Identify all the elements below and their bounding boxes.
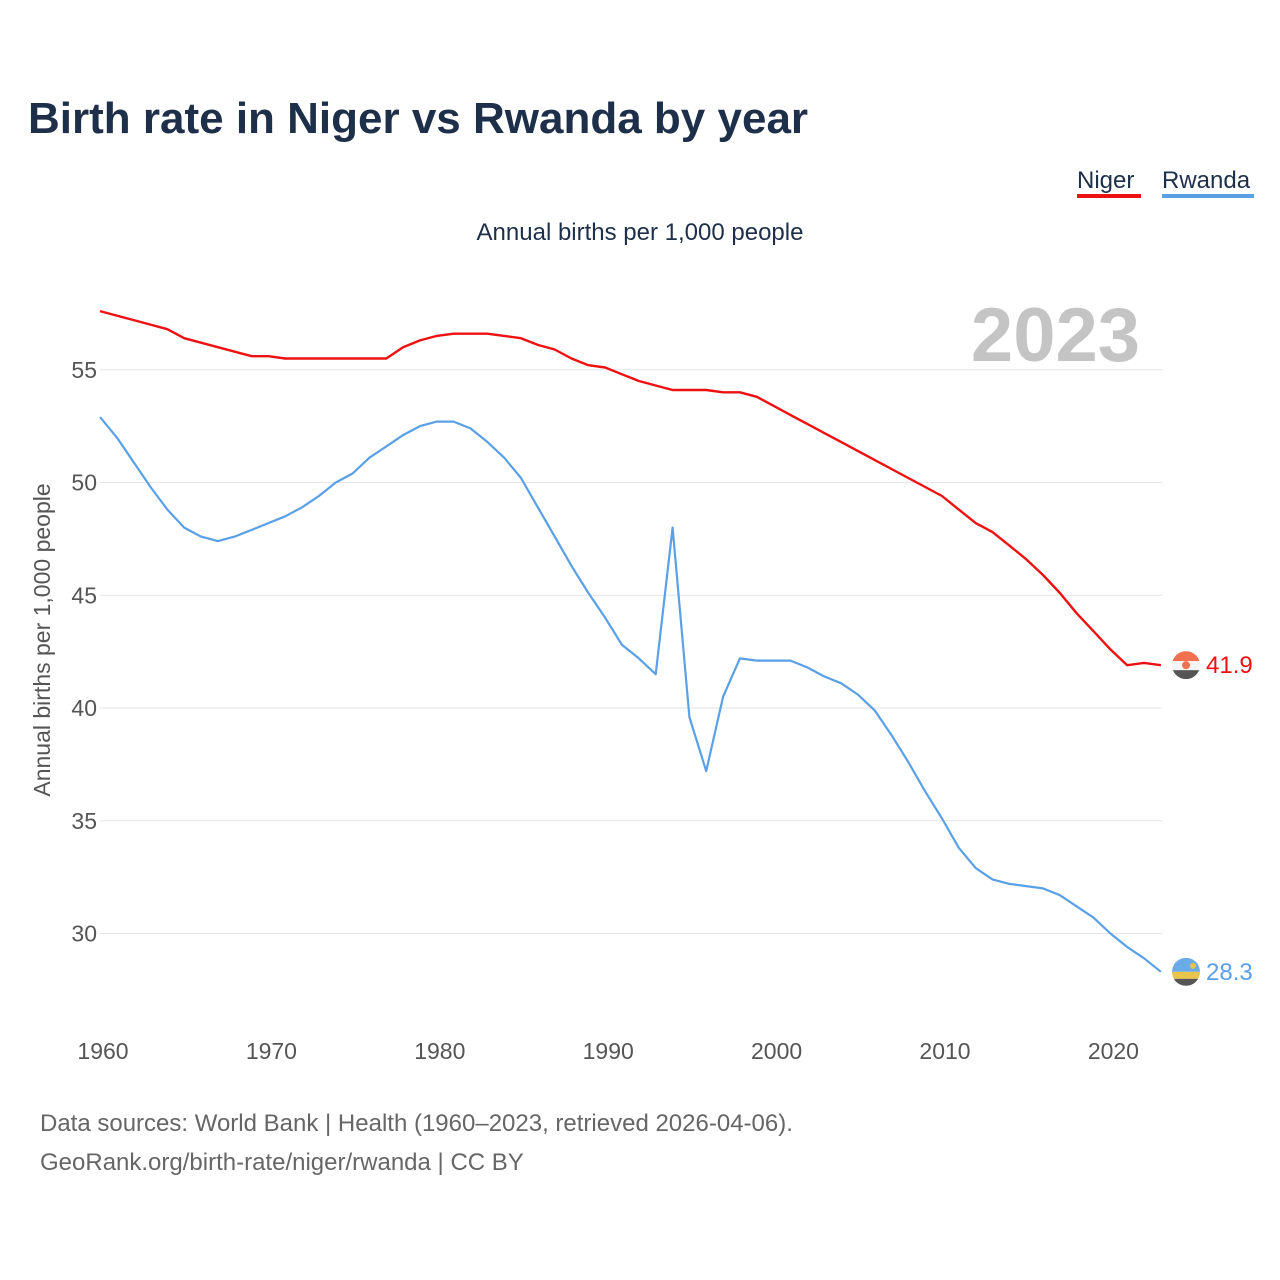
x-tick-1980: 1980 — [414, 1038, 465, 1064]
y-axis-label: Annual births per 1,000 people — [29, 483, 55, 796]
legend-swatch-niger — [1077, 194, 1141, 198]
gridlines — [100, 369, 1162, 934]
chart-title: Birth rate in Niger vs Rwanda by year — [28, 94, 808, 143]
legend-swatch-rwanda — [1162, 194, 1254, 198]
y-tick-35: 35 — [71, 808, 97, 834]
rwanda-flag-icon — [1172, 957, 1200, 986]
y-axis-ticks: 30 35 40 45 50 55 — [71, 357, 97, 947]
y-tick-40: 40 — [71, 695, 97, 721]
source-line-1: Data sources: World Bank | Health (1960–… — [40, 1110, 793, 1137]
x-tick-2000: 2000 — [751, 1038, 802, 1064]
source-line-2: GeoRank.org/birth-rate/niger/rwanda | CC… — [40, 1149, 524, 1176]
legend-item-rwanda[interactable]: Rwanda — [1162, 167, 1254, 198]
y-tick-30: 30 — [71, 921, 97, 947]
y-tick-50: 50 — [71, 470, 97, 496]
x-axis-ticks: 1960 1970 1980 1990 2000 2010 2020 — [77, 1038, 1139, 1064]
legend-label-rwanda: Rwanda — [1162, 167, 1251, 194]
legend-label-niger: Niger — [1077, 167, 1134, 194]
series-lines — [99, 309, 1162, 973]
end-value-niger: 41.9 — [1206, 652, 1253, 679]
chart-subtitle: Annual births per 1,000 people — [477, 219, 804, 246]
year-badge: 2023 — [971, 293, 1140, 378]
x-tick-1990: 1990 — [583, 1038, 634, 1064]
series-line-niger — [99, 309, 1162, 667]
y-tick-45: 45 — [71, 582, 97, 608]
x-tick-1970: 1970 — [246, 1038, 297, 1064]
legend: Niger Rwanda — [1077, 167, 1254, 198]
y-tick-55: 55 — [71, 357, 97, 383]
x-tick-2010: 2010 — [919, 1038, 970, 1064]
x-tick-2020: 2020 — [1088, 1038, 1139, 1064]
niger-flag-icon — [1172, 651, 1200, 680]
x-tick-1960: 1960 — [77, 1038, 128, 1064]
end-markers: 41.9 28.3 — [1172, 651, 1253, 986]
end-value-rwanda: 28.3 — [1206, 959, 1253, 986]
legend-item-niger[interactable]: Niger — [1077, 167, 1141, 198]
series-line-rwanda — [99, 416, 1162, 973]
